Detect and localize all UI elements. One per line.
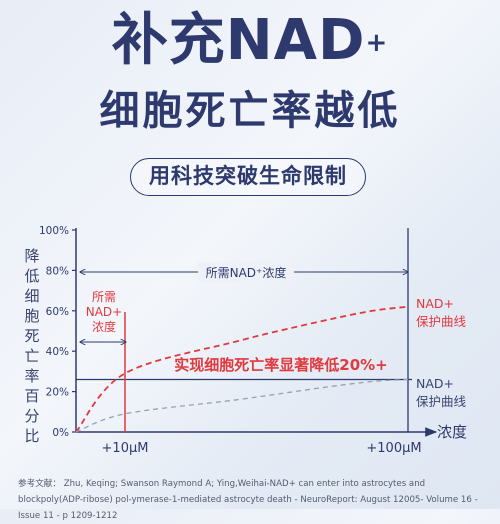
main-title: 补充NAD+ (0, 8, 500, 74)
gray-protection-curve (75, 378, 409, 433)
x-tick-100: +100μM (366, 441, 421, 456)
range-label: 所需NAD⁺浓度 (206, 265, 287, 280)
y-tick-label: 40% (46, 346, 69, 358)
gray-curve-label-line1: NAD+ (416, 376, 454, 391)
required-label-line2: NAD+ (86, 305, 122, 319)
red-curve-label-line1: NAD+ (416, 296, 454, 311)
x-tick-10: +10μM (102, 441, 149, 456)
red-protection-curve (75, 305, 409, 433)
reference-citation: 参考文献： Zhu, Keqing; Swanson Raymond A; Yi… (18, 479, 478, 521)
y-tick-label: 100% (39, 225, 69, 237)
y-tick-label: 60% (46, 306, 69, 318)
tagline-pill: 用科技突破生命限制 (130, 158, 366, 196)
red-curve-label-line2: 保护曲线 (416, 314, 467, 329)
range-label-bg (198, 262, 294, 282)
main-title-text: 补充NAD (111, 8, 366, 73)
y-tick-label: 0% (52, 427, 69, 439)
y-tick-label: 80% (46, 265, 69, 277)
sub-title: 细胞死亡率越低 (99, 88, 401, 134)
gray-curve-label-line2: 保护曲线 (416, 394, 467, 409)
y-tick-label: 20% (46, 387, 69, 399)
required-label-line3: 浓度 (92, 319, 116, 334)
y-axis-label: 降低细胞死亡率百分比 (24, 247, 40, 445)
required-label-line1: 所需 (92, 290, 116, 304)
highlight-text: 实现细胞死亡率显著降低20%+ (174, 356, 387, 374)
x-axis-label: 浓度 (437, 423, 467, 441)
concentration-chart: 0% 20% 40% 60% 80% 100% 所需NAD⁺浓度 所需 NAD+ 浓度 实… (39, 225, 467, 456)
main-title-superscript: + (365, 28, 389, 58)
